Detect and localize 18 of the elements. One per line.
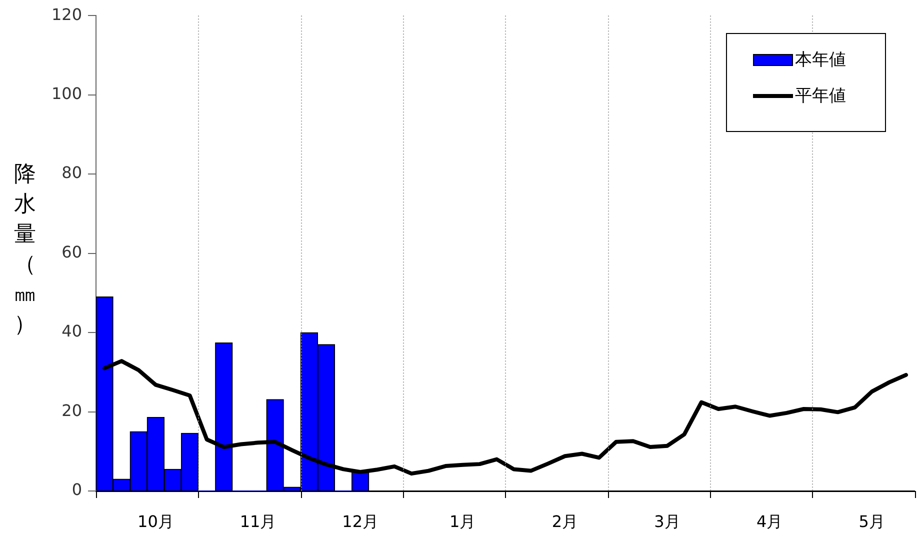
x-tick-label: 1月: [450, 512, 476, 531]
x-tick-label: 2月: [552, 512, 578, 531]
y-tick-label: 60: [62, 242, 82, 262]
legend-label: 本年値: [795, 49, 846, 71]
x-tick-label: 11月: [240, 512, 276, 531]
x-tick-label: 3月: [654, 512, 680, 531]
x-tick-label: 12月: [342, 512, 378, 531]
y-tick-label: 80: [62, 163, 82, 182]
y-tick-label: 120: [51, 4, 82, 24]
y-tick-label: 0: [72, 480, 82, 500]
x-tick-label: 4月: [756, 512, 783, 531]
y-tick-label: 40: [62, 322, 82, 341]
legend-label: 平年値: [795, 85, 846, 107]
y-tick-label: 100: [51, 84, 82, 103]
y-tick-label: 20: [62, 400, 82, 420]
y-axis-title: 降水量（㎜）: [14, 161, 36, 339]
x-tick-label: 10月: [138, 512, 174, 531]
x-tick-label: 5月: [858, 512, 885, 531]
